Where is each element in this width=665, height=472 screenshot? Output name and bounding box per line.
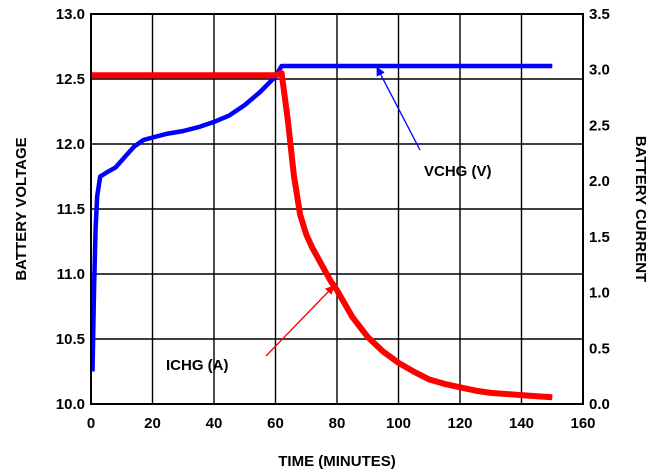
x-axis-title: TIME (MINUTES): [278, 453, 396, 470]
grid-lines: [90, 13, 584, 405]
x-tick-label: 20: [144, 415, 161, 432]
ichg-annotation-arrow: [265, 285, 335, 357]
y-left-tick-label: 11.5: [57, 201, 85, 218]
vchg-series-line: [90, 63, 553, 372]
tick-labels: 0 20 40 60 80 100 120 140 160 10.0 10.5 11.0 11.5 12.…: [56, 6, 610, 432]
x-tick-label: 0: [87, 415, 95, 432]
y-right-tick-label: 3.5: [589, 6, 610, 23]
y-right-tick-label: 0.0: [589, 396, 610, 413]
y-right-tick-label: 0.5: [589, 340, 610, 357]
y-left-tick-label: 12.0: [56, 136, 85, 153]
y-right-tick-label: 1.0: [589, 285, 610, 302]
series-layer: [90, 63, 553, 401]
x-tick-label: 60: [267, 415, 284, 432]
y-left-tick-label: 13.0: [56, 6, 85, 23]
y-right-axis-title: BATTERY CURRENT: [632, 136, 649, 282]
ichg-series-line: [91, 70, 553, 401]
x-tick-label: 80: [329, 415, 346, 432]
y-left-tick-label: 12.5: [56, 71, 85, 88]
x-tick-label: 40: [206, 415, 223, 432]
y-right-tick-label: 2.5: [589, 117, 610, 134]
x-tick-label: 140: [509, 415, 534, 432]
x-tick-label: 160: [570, 415, 595, 432]
y-left-tick-label: 10.5: [56, 331, 85, 348]
y-right-tick-label: 3.0: [589, 62, 610, 79]
x-tick-label: 120: [447, 415, 472, 432]
y-right-tick-label: 1.5: [589, 229, 610, 246]
y-right-tick-label: 2.0: [589, 173, 610, 190]
ichg-annotation-label: ICHG (A): [166, 357, 229, 374]
plot-frame: [90, 13, 584, 405]
y-left-axis-title: BATTERY VOLTAGE: [13, 137, 30, 280]
y-left-tick-label: 11.0: [57, 266, 85, 283]
vchg-annotation-arrow: [376, 66, 421, 151]
annotations: VCHG (V) ICHG (A): [166, 66, 492, 374]
x-tick-label: 100: [386, 415, 411, 432]
y-left-tick-label: 10.0: [56, 396, 85, 413]
vchg-annotation-label: VCHG (V): [424, 163, 492, 180]
